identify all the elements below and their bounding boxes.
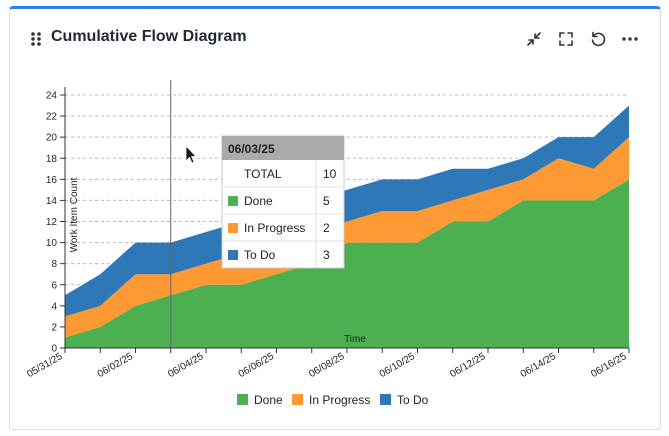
widget-header: Cumulative Flow Diagram <box>10 9 660 65</box>
y-tick-label: 20 <box>46 133 58 144</box>
collapse-icon[interactable] <box>524 29 544 49</box>
tooltip-value: 5 <box>323 194 330 208</box>
tooltip-swatch <box>228 223 238 233</box>
widget-title: Cumulative Flow Diagram <box>51 28 247 45</box>
tooltip-swatch <box>228 250 238 260</box>
x-tick-label: 06/12/25 <box>448 351 488 380</box>
refresh-icon[interactable] <box>588 29 608 49</box>
tooltip-label: Done <box>244 194 273 208</box>
x-axis-title: Time <box>344 334 366 345</box>
y-tick-label: 2 <box>51 322 57 333</box>
more-icon[interactable] <box>620 29 640 49</box>
legend-item-in-progress[interactable]: In Progress <box>309 393 370 407</box>
y-tick-label: 10 <box>46 238 58 249</box>
x-tick-label: 06/16/25 <box>589 351 629 380</box>
x-tick-label: 06/08/25 <box>307 351 347 380</box>
tooltip-header <box>222 136 344 160</box>
x-tick-label: 06/02/25 <box>96 351 136 380</box>
drag-handle-icon[interactable] <box>30 31 42 47</box>
y-tick-label: 16 <box>46 175 58 186</box>
fullscreen-icon[interactable] <box>556 29 576 49</box>
x-tick-label: 06/04/25 <box>166 351 206 380</box>
y-tick-label: 14 <box>46 196 58 207</box>
legend-item-done[interactable]: Done <box>254 393 283 407</box>
x-tick-label: 06/06/25 <box>237 351 277 380</box>
legend-swatch[interactable] <box>292 394 303 405</box>
tooltip-value: 3 <box>323 248 330 262</box>
y-tick-label: 0 <box>51 344 57 355</box>
legend-swatch[interactable] <box>237 394 248 405</box>
series-area-in-progress <box>65 137 629 338</box>
x-tick-label: 05/31/25 <box>25 351 65 380</box>
tooltip-date: 06/03/25 <box>228 142 275 156</box>
tooltip-label: TOTAL <box>244 167 282 181</box>
tooltip-label: To Do <box>244 248 276 262</box>
y-tick-label: 4 <box>51 301 57 312</box>
series-area-to-do <box>65 105 629 317</box>
y-tick-label: 24 <box>46 91 58 102</box>
x-tick-label: 06/10/25 <box>378 351 418 380</box>
tooltip-value: 10 <box>323 167 337 181</box>
legend-item-to-do[interactable]: To Do <box>397 393 429 407</box>
tooltip-label: In Progress <box>244 221 305 235</box>
legend-swatch[interactable] <box>380 394 391 405</box>
mouse-cursor <box>185 145 197 164</box>
tooltip-value: 2 <box>323 221 330 235</box>
x-tick-label: 06/14/25 <box>519 351 559 380</box>
y-tick-label: 8 <box>51 259 57 270</box>
y-tick-label: 12 <box>46 217 58 228</box>
tooltip-swatch <box>228 196 238 206</box>
y-tick-label: 6 <box>51 280 57 291</box>
y-axis-title: Work Item Count <box>69 177 80 252</box>
y-tick-label: 18 <box>46 154 58 165</box>
y-tick-label: 22 <box>46 112 58 123</box>
